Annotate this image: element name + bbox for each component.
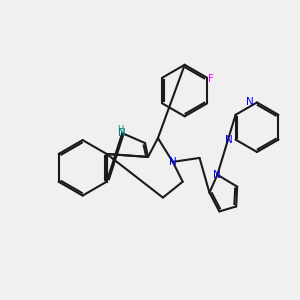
Text: N: N xyxy=(169,157,177,167)
Text: N: N xyxy=(246,98,254,107)
Text: H: H xyxy=(118,125,124,134)
Text: F: F xyxy=(208,74,214,84)
Text: N: N xyxy=(214,170,221,180)
Text: N: N xyxy=(118,128,126,138)
Text: N: N xyxy=(225,135,232,145)
